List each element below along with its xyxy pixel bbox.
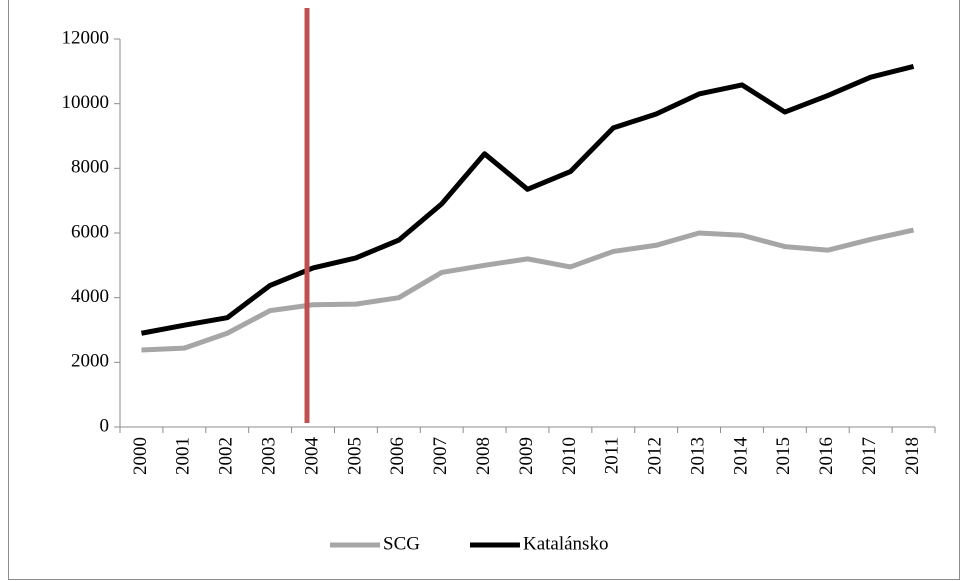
chart-frame — [8, 0, 960, 580]
x-tick-label: 2011 — [602, 437, 623, 474]
x-tick-label: 2003 — [258, 437, 279, 475]
x-tick-label: 2016 — [816, 437, 837, 475]
x-tick-label: 2009 — [516, 437, 537, 475]
x-tick-label: 2007 — [430, 437, 451, 475]
y-tick-label: 6000 — [71, 221, 109, 242]
x-tick-label: 2001 — [173, 437, 194, 475]
y-tick-label: 0 — [100, 415, 110, 436]
x-tick-label: 2005 — [344, 437, 365, 475]
x-tick-label: 2008 — [473, 437, 494, 475]
x-tick-label: 2015 — [773, 437, 794, 475]
x-tick-label: 2013 — [687, 437, 708, 475]
x-tick-label: 2004 — [301, 437, 322, 476]
x-tick-label: 2018 — [902, 437, 923, 475]
legend-label: Katalánsko — [523, 533, 608, 554]
x-tick-label: 2000 — [130, 437, 151, 475]
series-line — [140, 64, 915, 336]
x-tick-label: 2010 — [559, 437, 580, 475]
y-tick-label: 4000 — [71, 286, 109, 307]
legend-label: SCG — [383, 533, 420, 554]
x-tick-label: 2002 — [216, 437, 237, 475]
y-tick-label: 2000 — [71, 351, 109, 372]
series-line — [141, 227, 915, 353]
y-tick-label: 8000 — [71, 157, 109, 178]
x-tick-label: 2012 — [645, 437, 666, 475]
x-tick-label: 2006 — [387, 437, 408, 475]
y-tick-label: 12000 — [62, 27, 110, 48]
x-tick-label: 2014 — [730, 437, 751, 476]
x-tick-label: 2017 — [859, 437, 880, 475]
y-tick-label: 10000 — [62, 92, 110, 113]
